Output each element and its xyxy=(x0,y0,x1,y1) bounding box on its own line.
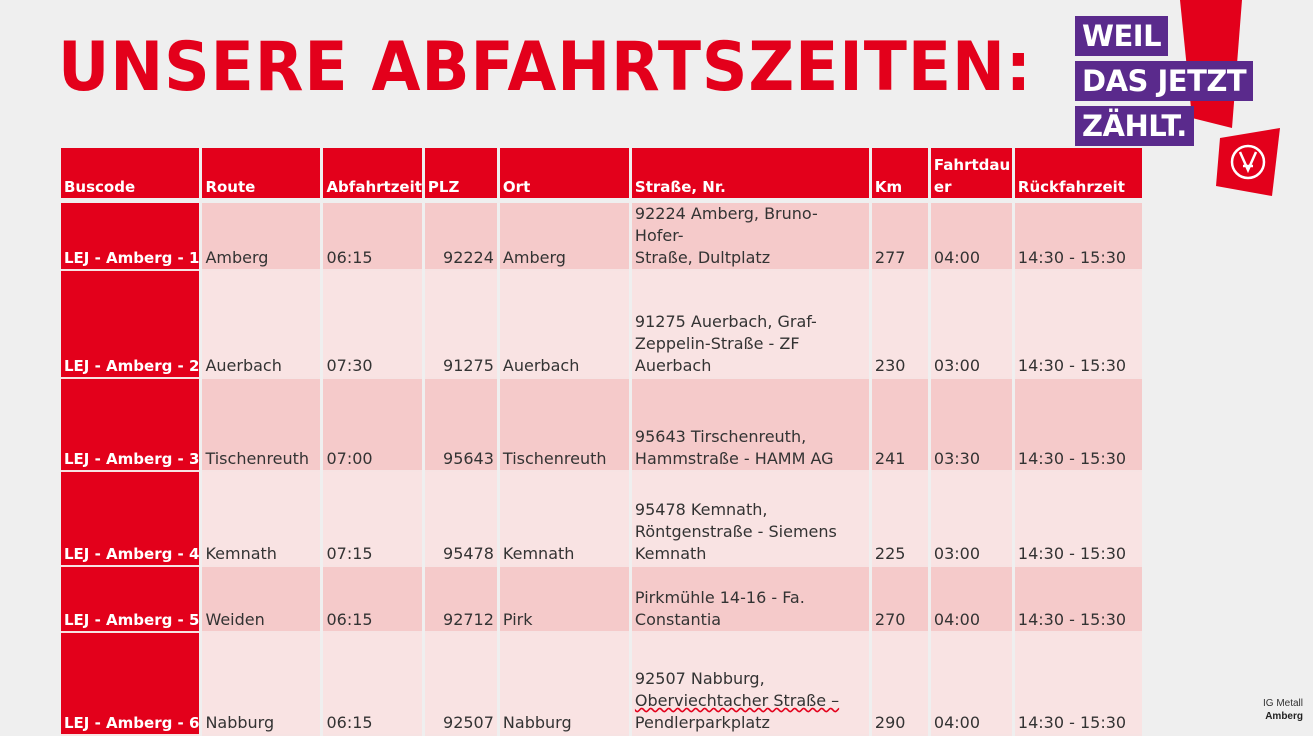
page-title: UNSERE ABFAHRTSZEITEN: xyxy=(58,28,1033,107)
cell-ort: Amberg xyxy=(499,203,629,271)
cell-fahrtdauer: 03:00 xyxy=(930,271,1012,379)
cell-km: 290 xyxy=(871,633,928,736)
cell-plz: 92507 xyxy=(424,633,497,736)
departure-table: Buscode Route Abfahrtzeit PLZ Ort Straße… xyxy=(58,148,1145,736)
cell-abfahrtzeit: 06:15 xyxy=(323,567,422,633)
cell-fahrtdauer: 03:30 xyxy=(930,379,1012,472)
cell-plz: 92712 xyxy=(424,567,497,633)
cell-km: 225 xyxy=(871,472,928,567)
cell-route: Tischenreuth xyxy=(202,379,321,472)
table-header-row: Buscode Route Abfahrtzeit PLZ Ort Straße… xyxy=(61,148,1142,203)
cell-abfahrtzeit: 06:15 xyxy=(323,203,422,271)
header-km: Km xyxy=(871,148,928,203)
cell-fahrtdauer: 04:00 xyxy=(930,633,1012,736)
cell-buscode: LEJ - Amberg - 6 xyxy=(61,633,200,736)
cell-km: 277 xyxy=(871,203,928,271)
footer-line-1: IG Metall xyxy=(1262,698,1303,709)
table-row: LEJ - Amberg - 6 Nabburg 06:15 92507 Nabburg… xyxy=(61,633,1142,736)
cell-fahrtdauer: 04:00 xyxy=(930,567,1012,633)
cell-plz: 95643 xyxy=(424,379,497,472)
strasse-line: Hammstraße - HAMM AG xyxy=(634,449,834,468)
cell-ort: Kemnath xyxy=(499,472,629,567)
cell-strasse: 92507 Nabburg, Oberviechtacher Straße – Pe… xyxy=(631,633,869,736)
strasse-line: Pendlerparkplatz xyxy=(634,713,770,732)
header-plz: PLZ xyxy=(424,148,497,203)
cell-ort: Nabburg xyxy=(499,633,629,736)
cell-km: 241 xyxy=(871,379,928,472)
header-ort: Ort xyxy=(499,148,629,203)
cell-abfahrtzeit: 07:00 xyxy=(323,379,422,472)
slogan-line-3: ZÄHLT. xyxy=(1075,106,1194,146)
strasse-line: Oberviechtacher Straße – xyxy=(634,691,840,710)
cell-strasse: Pirkmühle 14-16 - Fa. Constantia xyxy=(631,567,869,633)
cell-strasse: 92224 Amberg, Bruno-Hofer- Straße, Dultpl… xyxy=(631,203,869,271)
strasse-line: Röntgenstraße - Siemens xyxy=(634,522,837,541)
cell-km: 230 xyxy=(871,271,928,379)
strasse-line: 92507 Nabburg, xyxy=(634,669,765,688)
cell-rueckfahrzeit: 14:30 - 15:30 xyxy=(1014,379,1142,472)
cell-rueckfahrzeit: 14:30 - 15:30 xyxy=(1014,271,1142,379)
cell-strasse: 95643 Tirschenreuth, Hammstraße - HAMM AG xyxy=(631,379,869,472)
cell-fahrtdauer: 04:00 xyxy=(930,203,1012,271)
cell-strasse: 91275 Auerbach, Graf- Zeppelin-Straße - Z… xyxy=(631,271,869,379)
cell-route: Nabburg xyxy=(202,633,321,736)
slogan-line-2: DAS JETZT xyxy=(1075,61,1254,101)
cell-plz: 92224 xyxy=(424,203,497,271)
footer-org: IG Metall Amberg xyxy=(1263,697,1303,723)
cell-rueckfahrzeit: 14:30 - 15:30 xyxy=(1014,472,1142,567)
cell-rueckfahrzeit: 14:30 - 15:30 xyxy=(1014,633,1142,736)
strasse-line: 92224 Amberg, Bruno-Hofer- xyxy=(634,204,818,245)
table-row: LEJ - Amberg - 3 Tischenreuth 07:00 95643 Ti… xyxy=(61,379,1142,472)
cell-buscode: LEJ - Amberg - 3 xyxy=(61,379,200,472)
cell-rueckfahrzeit: 14:30 - 15:30 xyxy=(1014,567,1142,633)
cell-abfahrtzeit: 07:15 xyxy=(323,472,422,567)
strasse-line: 95643 Tirschenreuth, xyxy=(634,427,807,446)
table-row: LEJ - Amberg - 4 Kemnath 07:15 95478 Kemnath… xyxy=(61,472,1142,567)
strasse-line: Straße, Dultplatz xyxy=(634,248,771,267)
strasse-line: Constantia xyxy=(634,610,722,629)
header-strasse: Straße, Nr. xyxy=(631,148,869,203)
header-route: Route xyxy=(202,148,321,203)
cell-km: 270 xyxy=(871,567,928,633)
header-abfahrtzeit: Abfahrtzeit xyxy=(323,148,422,203)
strasse-line: 91275 Auerbach, Graf- xyxy=(634,312,817,331)
header-rueckfahrzeit: Rückfahrzeit xyxy=(1014,148,1142,203)
header-fahrtdauer: Fahrtdau er xyxy=(930,148,1012,203)
header-buscode: Buscode xyxy=(61,148,200,203)
cell-buscode: LEJ - Amberg - 5 xyxy=(61,567,200,633)
cell-abfahrtzeit: 07:30 xyxy=(323,271,422,379)
cell-fahrtdauer: 03:00 xyxy=(930,472,1012,567)
cell-plz: 91275 xyxy=(424,271,497,379)
ig-metall-logo: WEIL DAS JETZT ZÄHLT. xyxy=(1074,0,1313,200)
slogan-line-1: WEIL xyxy=(1075,16,1169,56)
strasse-line: Kemnath xyxy=(634,544,707,563)
cell-route: Weiden xyxy=(202,567,321,633)
strasse-line: 95478 Kemnath, xyxy=(634,500,768,519)
cell-strasse: 95478 Kemnath, Röntgenstraße - Siemens Kem… xyxy=(631,472,869,567)
cell-ort: Tischenreuth xyxy=(499,379,629,472)
table-row: LEJ - Amberg - 1 Amberg 06:15 92224 Amberg 92… xyxy=(61,203,1142,271)
strasse-line: Auerbach xyxy=(634,356,712,375)
cell-buscode: LEJ - Amberg - 1 xyxy=(61,203,200,271)
cell-abfahrtzeit: 06:15 xyxy=(323,633,422,736)
cell-route: Auerbach xyxy=(202,271,321,379)
cell-buscode: LEJ - Amberg - 2 xyxy=(61,271,200,379)
footer-line-2: Amberg xyxy=(1265,711,1303,722)
table-row: LEJ - Amberg - 2 Auerbach 07:30 91275 Auerba… xyxy=(61,271,1142,379)
cell-rueckfahrzeit: 14:30 - 15:30 xyxy=(1014,203,1142,271)
cell-plz: 95478 xyxy=(424,472,497,567)
cell-route: Amberg xyxy=(202,203,321,271)
cell-route: Kemnath xyxy=(202,472,321,567)
cell-buscode: LEJ - Amberg - 4 xyxy=(61,472,200,567)
cell-ort: Pirk xyxy=(499,567,629,633)
strasse-line: Zeppelin-Straße - ZF xyxy=(634,334,800,353)
table-row: LEJ - Amberg - 5 Weiden 06:15 92712 Pirk Pirk… xyxy=(61,567,1142,633)
strasse-line: Pirkmühle 14-16 - Fa. xyxy=(634,588,805,607)
cell-ort: Auerbach xyxy=(499,271,629,379)
